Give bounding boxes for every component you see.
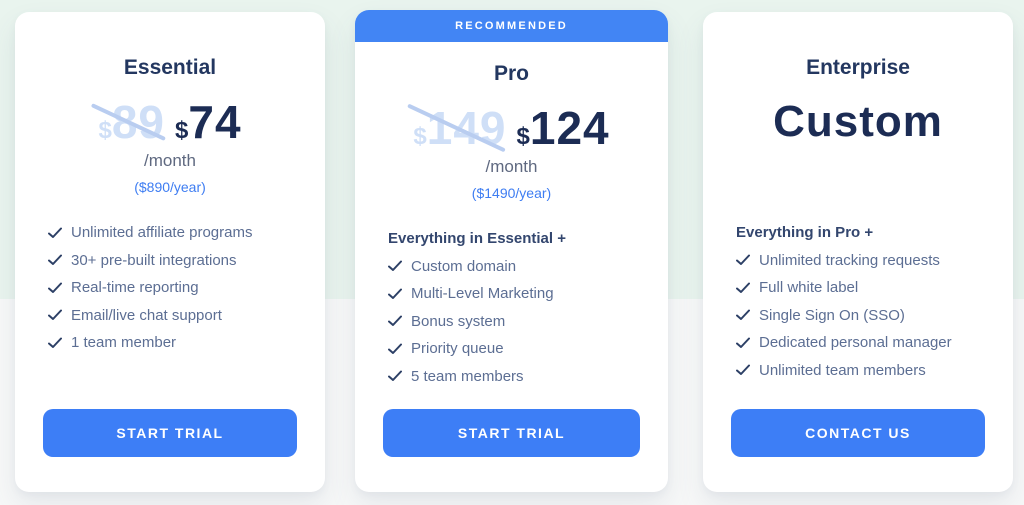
feature-label: 30+ pre-built integrations: [71, 251, 237, 269]
feature-label: 1 team member: [71, 334, 177, 352]
feature-item: Bonus system: [388, 308, 658, 336]
feature-item: Dedicated personal manager: [736, 329, 1003, 357]
current-price-currency: $: [175, 117, 189, 144]
feature-item: Custom domain: [388, 253, 658, 281]
start-trial-button[interactable]: START TRIAL: [383, 409, 640, 457]
current-price: $74: [175, 95, 242, 149]
feature-label: Single Sign On (SSO): [759, 306, 905, 324]
pricing-card-essential: Essential $89 $74 /month ($890/year) Unl…: [15, 12, 325, 492]
feature-list: Everything in Essential + Custom domain …: [355, 225, 668, 390]
feature-item: Single Sign On (SSO): [736, 302, 1003, 330]
custom-price: Custom: [773, 97, 943, 146]
check-icon: [736, 282, 750, 294]
feature-label: Unlimited team members: [759, 361, 926, 379]
feature-list-header: Everything in Essential +: [388, 225, 658, 253]
check-icon: [48, 282, 62, 294]
check-icon: [736, 364, 750, 376]
current-price-currency: $: [516, 123, 530, 150]
feature-label: Email/live chat support: [71, 306, 222, 324]
old-price-amount: 89: [111, 96, 165, 148]
check-icon: [736, 254, 750, 266]
feature-list: Unlimited affiliate programs 30+ pre-bui…: [15, 219, 325, 357]
feature-label: Real-time reporting: [71, 279, 199, 297]
feature-item: Unlimited affiliate programs: [48, 219, 315, 247]
check-icon: [736, 309, 750, 321]
feature-label: Bonus system: [411, 312, 506, 330]
current-price: $124: [517, 101, 610, 155]
check-icon: [48, 309, 62, 321]
old-price-amount: 149: [426, 102, 507, 154]
feature-header-label: Everything in Pro +: [736, 224, 874, 242]
feature-label: Custom domain: [411, 257, 517, 275]
plan-title: Pro: [493, 62, 529, 85]
feature-label: Full white label: [759, 279, 859, 297]
price-row: $89 $74: [15, 95, 325, 149]
feature-label: Unlimited affiliate programs: [71, 224, 253, 242]
old-price-currency: $: [413, 123, 427, 150]
plan-title: Essential: [123, 56, 217, 79]
feature-item: Email/live chat support: [48, 302, 315, 330]
feature-label: Unlimited tracking requests: [759, 251, 940, 269]
contact-us-button[interactable]: CONTACT US: [731, 409, 985, 457]
feature-item: 30+ pre-built integrations: [48, 247, 315, 275]
price-row: $149 $124: [355, 101, 668, 155]
plan-title: Enterprise: [806, 56, 910, 79]
card-body: Pro $149 $124 /month ($1490/year) Everyt…: [355, 42, 668, 390]
check-icon: [388, 370, 402, 382]
check-icon: [388, 343, 402, 355]
feature-item: Unlimited tracking requests: [736, 247, 1003, 275]
old-price-strikethrough: $149: [413, 101, 506, 155]
check-icon: [388, 260, 402, 272]
feature-label: Priority queue: [411, 340, 504, 358]
check-icon: [48, 337, 62, 349]
pricing-card-enterprise: Enterprise Custom Everything in Pro + Un…: [703, 12, 1013, 492]
check-icon: [736, 337, 750, 349]
yearly-price: ($1490/year): [471, 185, 552, 201]
feature-item: Priority queue: [388, 335, 658, 363]
old-price-strikethrough: $89: [98, 95, 165, 149]
feature-list: Everything in Pro + Unlimited tracking r…: [703, 219, 1013, 384]
feature-item: Real-time reporting: [48, 274, 315, 302]
feature-header-label: Everything in Essential +: [388, 230, 566, 248]
feature-list-header: Everything in Pro +: [736, 219, 1003, 247]
check-icon: [388, 315, 402, 327]
current-price-amount: 74: [188, 96, 242, 148]
check-icon: [48, 254, 62, 266]
check-icon: [388, 288, 402, 300]
pricing-card-pro: RECOMMENDED Pro $149 $124 /month ($1490/…: [355, 10, 668, 492]
feature-item: Multi-Level Marketing: [388, 280, 658, 308]
feature-item: 1 team member: [48, 329, 315, 357]
feature-label: Dedicated personal manager: [759, 334, 952, 352]
start-trial-button[interactable]: START TRIAL: [43, 409, 297, 457]
current-price-amount: 124: [529, 102, 610, 154]
billing-period: /month: [144, 151, 196, 170]
yearly-price: ($890/year): [134, 179, 206, 195]
feature-label: 5 team members: [411, 367, 524, 385]
billing-period: /month: [485, 157, 538, 176]
feature-item: Full white label: [736, 274, 1003, 302]
feature-item: 5 team members: [388, 363, 658, 391]
check-icon: [48, 227, 62, 239]
recommended-badge: RECOMMENDED: [355, 10, 668, 42]
feature-label: Multi-Level Marketing: [411, 285, 554, 303]
old-price-currency: $: [98, 117, 112, 144]
feature-item: Unlimited team members: [736, 357, 1003, 385]
